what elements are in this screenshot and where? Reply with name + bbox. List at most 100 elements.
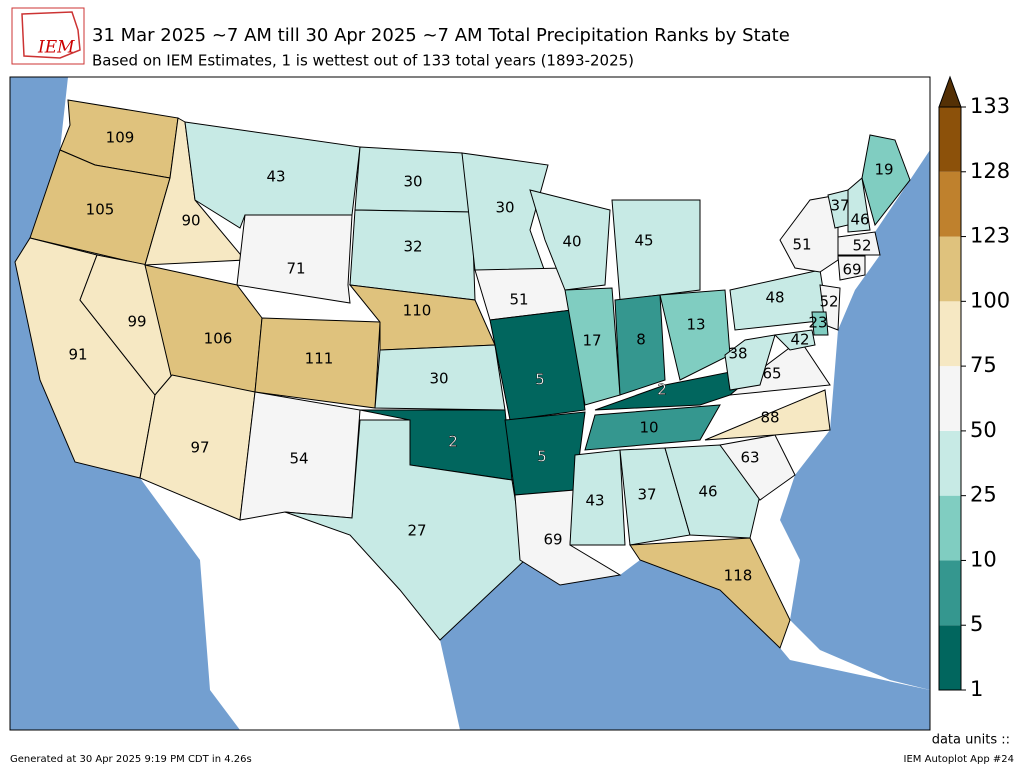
gulf bbox=[400, 560, 930, 730]
rank-label: 69 bbox=[842, 261, 861, 279]
state bbox=[569, 449, 626, 546]
rank-label: 8 bbox=[636, 331, 646, 349]
rank-label: 88 bbox=[760, 409, 779, 427]
colorbar-segment bbox=[939, 301, 961, 367]
rank-label: 109 bbox=[106, 129, 135, 147]
rank-label: 69 bbox=[543, 531, 562, 549]
rank-label: 52 bbox=[819, 293, 838, 311]
rank-label: 97 bbox=[190, 439, 209, 457]
app-note: IEM Autoplot App #24 bbox=[904, 754, 1014, 765]
rank-label: 65 bbox=[762, 365, 781, 383]
state bbox=[236, 214, 353, 304]
rank-label: 91 bbox=[68, 346, 87, 364]
colorbar-segment bbox=[939, 625, 961, 690]
rank-label: 106 bbox=[204, 330, 233, 348]
rank-label: 90 bbox=[181, 212, 200, 230]
state bbox=[461, 152, 549, 273]
rank-label: 37 bbox=[637, 486, 656, 504]
rank-label: 30 bbox=[495, 199, 514, 217]
colorbar-tick-label: 1 bbox=[970, 677, 983, 701]
colorbar-tick-label: 133 bbox=[970, 94, 1010, 118]
logo-text: IEM bbox=[37, 38, 75, 58]
rank-label: 13 bbox=[686, 316, 705, 334]
title: 31 Mar 2025 ~7 AM till 30 Apr 2025 ~7 AM… bbox=[92, 25, 790, 46]
colorbar-tick-label: 75 bbox=[970, 353, 997, 377]
rank-label: 2 bbox=[448, 433, 458, 451]
state bbox=[664, 444, 761, 539]
colorbar: 1 5 10 25 50 75 100 123 128 133 bbox=[938, 75, 1010, 701]
colorbar-tick-label: 50 bbox=[970, 418, 997, 442]
rank-label: 30 bbox=[403, 173, 422, 191]
colorbar-tick-label: 123 bbox=[970, 224, 1010, 248]
rank-label: 99 bbox=[127, 313, 146, 331]
rank-label: 27 bbox=[407, 522, 426, 540]
colorbar-segment bbox=[939, 171, 961, 237]
rank-label: 52 bbox=[852, 237, 871, 255]
colorbar-tick-label: 25 bbox=[970, 483, 997, 507]
rank-label: 111 bbox=[305, 350, 334, 368]
rank-label: 51 bbox=[509, 291, 528, 309]
state bbox=[861, 134, 911, 227]
state bbox=[773, 329, 816, 351]
subtitle: Based on IEM Estimates, 1 is wettest out… bbox=[92, 52, 634, 70]
generated-note: Generated at 30 Apr 2025 9:19 PM CDT in … bbox=[10, 754, 252, 765]
state bbox=[837, 231, 881, 256]
state bbox=[489, 309, 586, 421]
state bbox=[584, 404, 721, 451]
state bbox=[529, 189, 611, 291]
logo-outline bbox=[21, 11, 81, 59]
colorbar-segment bbox=[939, 430, 961, 496]
state bbox=[811, 311, 829, 336]
colorbar-tick-label: 128 bbox=[970, 159, 1010, 183]
rank-label: 23 bbox=[808, 314, 827, 332]
map-frame bbox=[9, 76, 931, 731]
rank-label: 43 bbox=[266, 168, 285, 186]
rank-label: 71 bbox=[286, 260, 305, 278]
rank-label: 5 bbox=[535, 371, 545, 389]
rank-label: 43 bbox=[585, 492, 604, 510]
state bbox=[629, 537, 791, 649]
colorbar-segment bbox=[939, 236, 961, 302]
rank-label: 51 bbox=[792, 236, 811, 254]
state bbox=[847, 177, 871, 233]
rank-label: 110 bbox=[403, 302, 432, 320]
colorbar-tick-label: 10 bbox=[970, 547, 997, 571]
colorbar-tick-label: 5 bbox=[970, 612, 983, 636]
state bbox=[614, 294, 666, 396]
state bbox=[719, 434, 796, 501]
units-label: data units :: bbox=[932, 733, 1010, 748]
rank-label: 17 bbox=[582, 332, 601, 350]
rank-label: 32 bbox=[403, 238, 422, 256]
colorbar-segment bbox=[939, 560, 961, 626]
state bbox=[837, 255, 866, 281]
rank-label: 30 bbox=[429, 370, 448, 388]
rank-label: 105 bbox=[86, 201, 115, 219]
colorbar-segment bbox=[939, 107, 961, 172]
rank-label: 10 bbox=[639, 419, 658, 437]
atlantic bbox=[780, 150, 930, 690]
state bbox=[284, 419, 526, 641]
colorbar-segment bbox=[939, 366, 961, 431]
colorbar-frame bbox=[938, 106, 962, 691]
rank-label: 46 bbox=[850, 211, 869, 229]
state bbox=[139, 374, 256, 521]
colorbar-extend bbox=[938, 75, 962, 108]
state bbox=[704, 389, 831, 441]
rank-label: 2 bbox=[657, 381, 667, 399]
rank-label: 63 bbox=[740, 449, 759, 467]
state bbox=[611, 199, 701, 301]
rank-label: 42 bbox=[790, 331, 809, 349]
rank-label: 19 bbox=[874, 161, 893, 179]
rank-label: 38 bbox=[728, 345, 747, 363]
pacific bbox=[10, 77, 240, 730]
state bbox=[724, 334, 776, 391]
colorbar-tick-label: 100 bbox=[970, 288, 1010, 312]
ocean bbox=[10, 77, 930, 730]
rank-label: 46 bbox=[698, 483, 717, 501]
rank-label: 37 bbox=[830, 197, 849, 215]
rank-label: 45 bbox=[634, 232, 653, 250]
states: 1091059199904371106111975430321103022730… bbox=[14, 99, 911, 649]
rank-label: 48 bbox=[765, 289, 784, 307]
